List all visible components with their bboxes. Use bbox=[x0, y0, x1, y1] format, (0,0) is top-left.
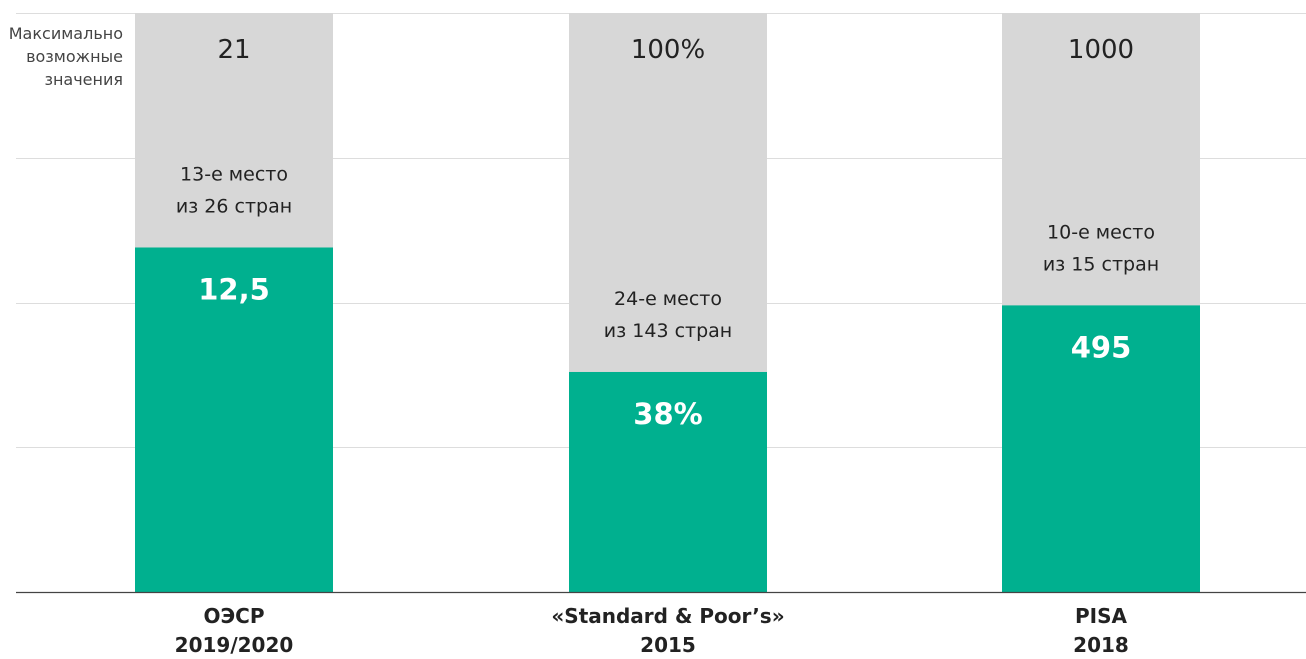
category-label-1-line-1: ОЭСР bbox=[203, 604, 264, 628]
bar-value-2 bbox=[569, 371, 767, 592]
rank-label-2-line-2: из 143 стран bbox=[604, 320, 732, 342]
category-label-2-line-1: «Standard & Poor’s» bbox=[551, 604, 784, 628]
bar-value-1 bbox=[135, 247, 333, 592]
max-values-label-line-3: значения bbox=[44, 70, 123, 89]
rank-label-1-line-2: из 26 стран bbox=[176, 195, 292, 217]
max-values-label-line-2: возможные bbox=[26, 47, 123, 66]
max-label-3: 1000 bbox=[1068, 35, 1134, 65]
rank-label-2-line-1: 24-е место bbox=[614, 288, 722, 310]
max-values-label: Максимально возможные значения bbox=[0, 22, 123, 91]
category-label-3-line-2: 2018 bbox=[1073, 633, 1129, 657]
max-values-label-line-1: Максимально bbox=[8, 24, 123, 43]
rank-label-1-line-1: 13-е место bbox=[180, 163, 288, 185]
rank-label-3-line-1: 10-е место bbox=[1047, 221, 1155, 243]
bar-value-3 bbox=[1002, 305, 1200, 592]
value-label-2: 38% bbox=[633, 397, 702, 431]
rank-label-3-line-2: из 15 стран bbox=[1043, 253, 1159, 275]
category-label-2-line-2: 2015 bbox=[640, 633, 696, 657]
category-label-3-line-1: PISA bbox=[1075, 604, 1128, 628]
value-label-3: 495 bbox=[1071, 330, 1132, 364]
category-label-1-line-2: 2019/2020 bbox=[175, 633, 294, 657]
max-label-2: 100% bbox=[631, 35, 705, 65]
value-label-1: 12,5 bbox=[198, 272, 270, 306]
max-label-1: 21 bbox=[217, 35, 250, 65]
